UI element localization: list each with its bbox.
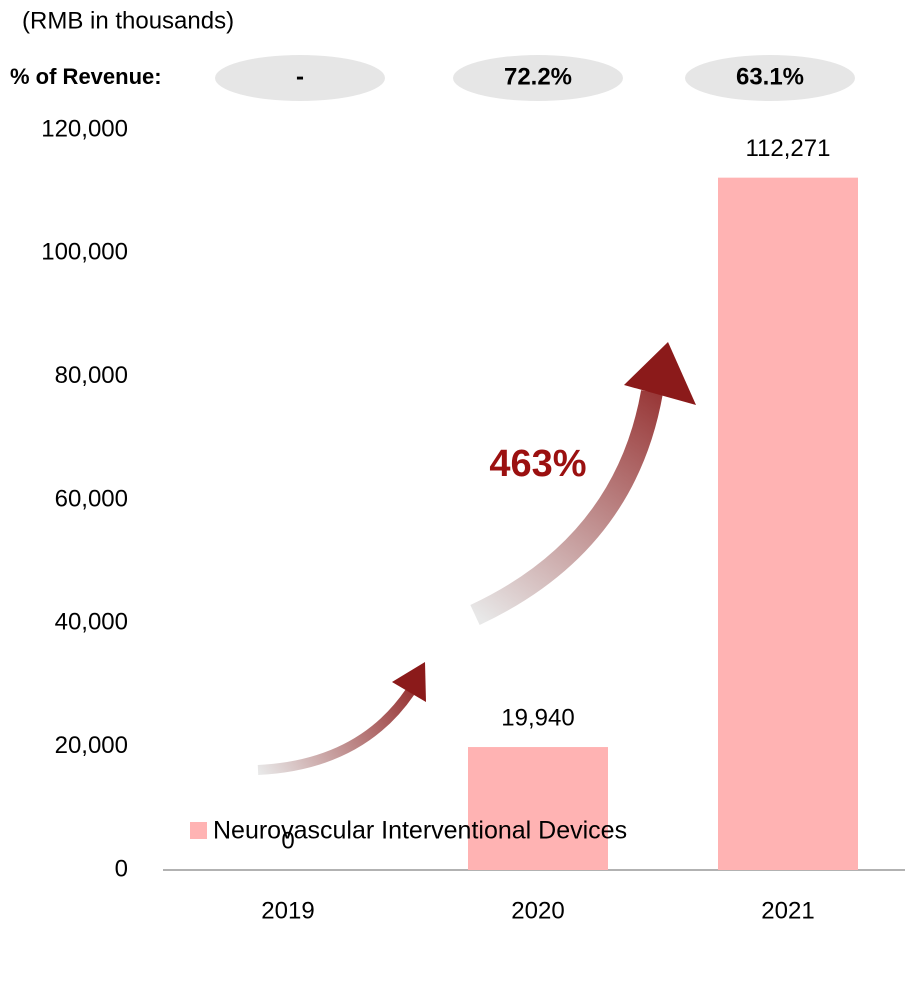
y-tick-label: 120,000 (41, 115, 128, 142)
bar (468, 747, 608, 870)
growth-arrows (257, 342, 696, 775)
x-tick-label: 2019 (261, 897, 314, 924)
revenue-share-value: - (296, 63, 304, 90)
revenue-share-pill (685, 55, 855, 101)
data-label: 112,271 (746, 135, 831, 162)
subtitle: (RMB in thousands) (22, 7, 234, 34)
annotation: 463% (489, 443, 586, 485)
arrow-large (470, 390, 663, 625)
revenue-share-value: 72.2% (504, 63, 572, 90)
y-tick-label: 60,000 (55, 485, 128, 512)
x-tick-label: 2020 (511, 897, 564, 924)
arrow-head (624, 342, 696, 405)
revenue-share-label: % of Revenue: (10, 64, 162, 89)
revenue-share-pill (453, 55, 623, 101)
y-tick-label: 80,000 (55, 362, 128, 389)
y-tick-label: 0 (115, 855, 128, 882)
data-label: 19,940 (501, 704, 574, 731)
arrow-small (257, 689, 415, 775)
y-tick-label: 40,000 (55, 609, 128, 636)
y-tick-label: 20,000 (55, 732, 128, 759)
data-label: 0 (281, 827, 294, 854)
y-tick-label: 100,000 (41, 239, 128, 266)
revenue-share-pill (215, 55, 385, 101)
legend-swatch (190, 822, 207, 839)
legend-label: Neurovascular Interventional Devices (213, 817, 627, 845)
arrow-head (392, 662, 426, 702)
x-tick-label: 2021 (761, 897, 814, 924)
bar (718, 177, 858, 870)
revenue-share-value: 63.1% (736, 63, 804, 90)
